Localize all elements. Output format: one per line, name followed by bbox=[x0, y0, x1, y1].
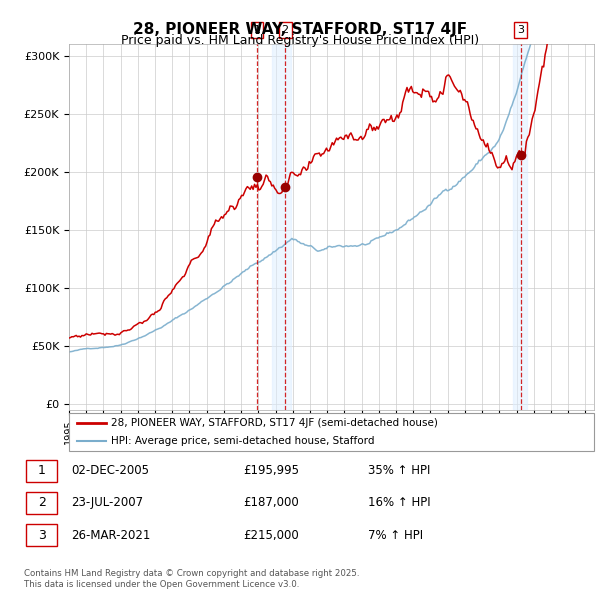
Text: HPI: Average price, semi-detached house, Stafford: HPI: Average price, semi-detached house,… bbox=[111, 435, 374, 445]
Text: 1: 1 bbox=[38, 464, 46, 477]
Text: £187,000: £187,000 bbox=[244, 496, 299, 510]
FancyBboxPatch shape bbox=[69, 413, 594, 451]
Text: £195,995: £195,995 bbox=[244, 464, 299, 477]
Text: 2: 2 bbox=[38, 496, 46, 510]
FancyBboxPatch shape bbox=[26, 525, 58, 546]
Text: 3: 3 bbox=[517, 25, 524, 35]
Text: 35% ↑ HPI: 35% ↑ HPI bbox=[368, 464, 430, 477]
Bar bbox=[272, 44, 291, 410]
Text: 2: 2 bbox=[281, 25, 289, 35]
Text: 26-MAR-2021: 26-MAR-2021 bbox=[71, 529, 151, 542]
Text: 3: 3 bbox=[38, 529, 46, 542]
Text: Contains HM Land Registry data © Crown copyright and database right 2025.
This d: Contains HM Land Registry data © Crown c… bbox=[24, 569, 359, 589]
Text: 02-DEC-2005: 02-DEC-2005 bbox=[71, 464, 149, 477]
Text: 23-JUL-2007: 23-JUL-2007 bbox=[71, 496, 144, 510]
FancyBboxPatch shape bbox=[26, 460, 58, 481]
Text: £215,000: £215,000 bbox=[244, 529, 299, 542]
Text: 28, PIONEER WAY, STAFFORD, ST17 4JF: 28, PIONEER WAY, STAFFORD, ST17 4JF bbox=[133, 22, 467, 37]
Text: 16% ↑ HPI: 16% ↑ HPI bbox=[368, 496, 430, 510]
Text: 7% ↑ HPI: 7% ↑ HPI bbox=[368, 529, 423, 542]
Bar bbox=[513, 44, 527, 410]
Text: 1: 1 bbox=[253, 25, 260, 35]
FancyBboxPatch shape bbox=[26, 492, 58, 514]
Text: Price paid vs. HM Land Registry's House Price Index (HPI): Price paid vs. HM Land Registry's House … bbox=[121, 34, 479, 47]
Text: 28, PIONEER WAY, STAFFORD, ST17 4JF (semi-detached house): 28, PIONEER WAY, STAFFORD, ST17 4JF (sem… bbox=[111, 418, 438, 428]
